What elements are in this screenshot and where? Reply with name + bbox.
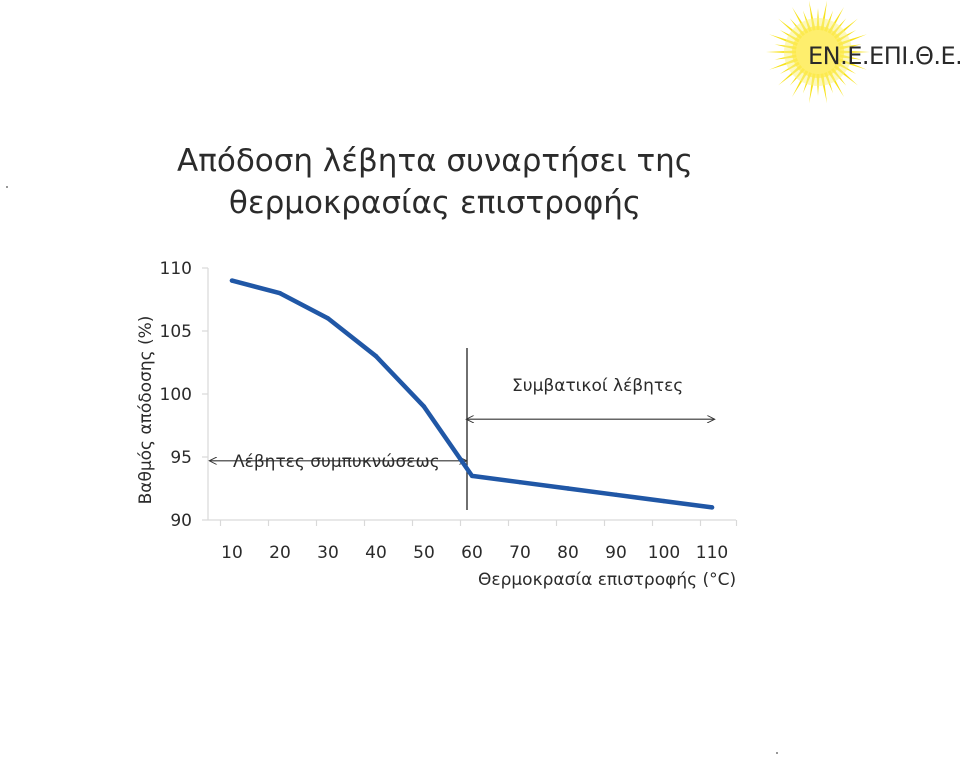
chart-title: Απόδοση λέβητα συναρτήσει της θερμοκρασί… bbox=[150, 140, 720, 224]
x-tick-label: 10 bbox=[221, 543, 243, 563]
chart-title-line-1: Απόδοση λέβητα συναρτήσει της bbox=[177, 143, 693, 179]
logo-text: ΕΝ.Ε.ΕΠΙ.Θ.Ε. bbox=[808, 42, 960, 70]
y-tick-label: 90 bbox=[170, 511, 192, 531]
x-tick-label: 110 bbox=[696, 543, 728, 563]
x-tick-label: 40 bbox=[365, 543, 387, 563]
x-tick-label: 50 bbox=[413, 543, 435, 563]
data-point bbox=[325, 316, 331, 321]
data-point bbox=[277, 291, 283, 296]
x-tick-label: 20 bbox=[269, 543, 291, 563]
data-point bbox=[565, 486, 571, 491]
data-point bbox=[517, 480, 523, 485]
x-tick-label: 80 bbox=[557, 543, 579, 563]
y-tick-label: 95 bbox=[170, 448, 192, 468]
y-tick-label: 105 bbox=[160, 322, 192, 342]
x-tick-label: 70 bbox=[509, 543, 531, 563]
y-axis-label-text: Βαθμός απόδοσης (%) bbox=[136, 315, 156, 505]
y-tick-label: 110 bbox=[160, 259, 192, 279]
x-tick-label: 60 bbox=[461, 543, 483, 563]
x-tick-label: 100 bbox=[648, 543, 680, 563]
data-point bbox=[613, 492, 619, 497]
data-point bbox=[469, 473, 475, 479]
scan-speck bbox=[776, 752, 778, 754]
data-point bbox=[421, 404, 427, 409]
logo-sun-icon bbox=[766, 0, 870, 104]
data-point bbox=[373, 354, 379, 359]
y-tick-label: 100 bbox=[160, 385, 192, 405]
data-point bbox=[709, 505, 715, 510]
x-tick-label: 30 bbox=[317, 543, 339, 563]
scan-speck bbox=[6, 186, 8, 188]
x-tick-label: 90 bbox=[605, 543, 627, 563]
data-point bbox=[229, 278, 235, 283]
x-axis-label: Θερμοκρασία επιστροφής (°C) bbox=[478, 570, 737, 590]
annotation-condensing-boilers: Λέβητες συμπυκνώσεως bbox=[233, 452, 440, 472]
chart-title-line-2: θερμοκρασίας επιστροφής bbox=[228, 185, 642, 221]
data-point bbox=[661, 498, 667, 504]
annotation-conventional-boilers: Συμβατικοί λέβητες bbox=[512, 376, 684, 396]
